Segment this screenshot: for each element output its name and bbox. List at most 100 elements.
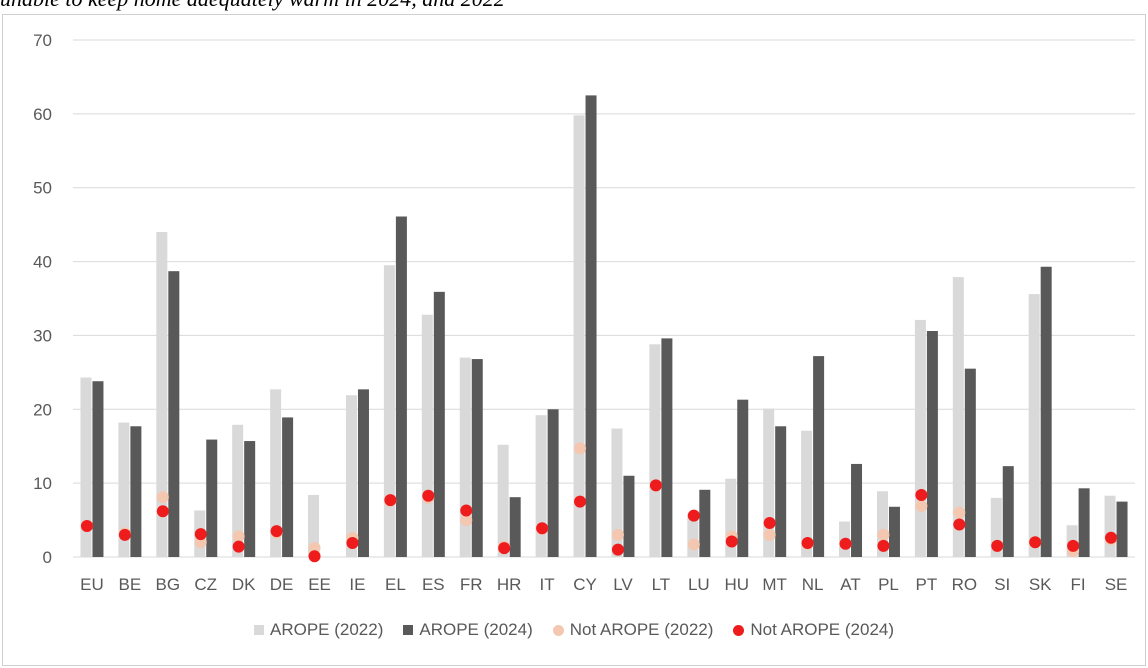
dot-not-arope-2024	[953, 518, 966, 531]
bar-arope-2024	[1002, 466, 1014, 557]
x-tick-label: EL	[385, 575, 406, 594]
x-tick-label: BE	[119, 575, 142, 594]
y-tick-label: 60	[33, 105, 52, 124]
dot-not-arope-2024	[118, 528, 131, 541]
chart-legend: AROPE (2022) AROPE (2024) Not AROPE (2022)…	[0, 620, 1148, 650]
x-tick-label: CZ	[194, 575, 217, 594]
dot-not-arope-2024	[763, 517, 776, 530]
legend-item: Not AROPE (2022)	[552, 620, 714, 640]
bar-arope-2024	[813, 356, 825, 557]
bar-arope-2024	[130, 426, 142, 557]
dot-not-arope-2022	[232, 530, 245, 543]
dot-not-arope-2024	[877, 539, 890, 552]
bar-arope-2022	[801, 430, 813, 557]
dot-not-arope-2024	[194, 528, 207, 541]
x-tick-label: PL	[878, 575, 899, 594]
x-tick-label: NL	[802, 575, 824, 594]
dot-not-arope-2024	[915, 488, 928, 501]
legend-label: Not AROPE (2024)	[750, 620, 895, 639]
bar-arope-2024	[888, 506, 900, 557]
dot-not-arope-2024	[156, 505, 169, 518]
x-tick-label: CY	[573, 575, 597, 594]
dot-not-arope-2024	[384, 494, 397, 507]
bar-arope-2022	[535, 415, 547, 557]
y-tick-label: 30	[33, 326, 52, 345]
x-tick-label: DK	[232, 575, 256, 594]
dot-not-arope-2024	[308, 550, 321, 563]
x-tick-label: DE	[270, 575, 294, 594]
dot-not-arope-2022	[763, 528, 776, 541]
dot-not-arope-2024	[498, 542, 511, 555]
dot-not-arope-2022	[687, 538, 700, 551]
y-tick-label: 20	[33, 400, 52, 419]
dot-not-arope-2022	[953, 506, 966, 519]
legend-item: AROPE (2022)	[253, 620, 384, 640]
bar-arope-2024	[282, 417, 294, 557]
bar-arope-2022	[308, 494, 320, 557]
x-tick-label: EE	[308, 575, 331, 594]
y-tick-label: 70	[33, 31, 52, 50]
x-tick-label: AT	[840, 575, 860, 594]
x-tick-label: HU	[724, 575, 749, 594]
bar-arope-2022	[990, 497, 1002, 557]
bar-arope-2022	[611, 428, 623, 557]
dot-not-arope-2022	[611, 528, 624, 541]
bar-arope-2022	[952, 277, 964, 557]
legend-label: AROPE (2022)	[269, 620, 384, 639]
dot-not-arope-2022	[460, 514, 473, 527]
bar-arope-2024	[92, 381, 104, 557]
bar-arope-2022	[1104, 495, 1116, 557]
dot-not-arope-2024	[991, 539, 1004, 552]
dot-not-arope-2024	[839, 537, 852, 550]
bar-arope-2024	[585, 95, 597, 558]
dot-not-arope-2024	[536, 522, 549, 535]
dot-not-arope-2024	[1029, 536, 1042, 549]
bar-arope-2022	[497, 444, 509, 557]
bar-arope-2022	[270, 389, 282, 557]
bar-arope-2024	[851, 463, 863, 557]
legend-label: Not AROPE (2022)	[569, 620, 714, 639]
bar-arope-2022	[232, 424, 244, 557]
x-tick-label: FI	[1071, 575, 1086, 594]
bar-arope-2024	[1116, 501, 1128, 557]
bar-arope-2022	[687, 514, 699, 557]
bar-arope-2024	[737, 399, 749, 557]
y-tick-label: 40	[33, 253, 52, 272]
bar-arope-2024	[1078, 488, 1090, 557]
bar-arope-2024	[661, 338, 673, 557]
legend-item: Not AROPE (2024)	[733, 620, 894, 640]
x-tick-label: SE	[1105, 575, 1128, 594]
bar-arope-2024	[699, 489, 711, 557]
legend-label: AROPE (2024)	[419, 620, 533, 639]
bar-arope-2022	[421, 314, 433, 557]
bar-arope-2024	[244, 441, 256, 557]
x-tick-label: IE	[349, 575, 365, 594]
dot-not-arope-2024	[611, 543, 624, 556]
bar-arope-2022	[459, 357, 471, 557]
bar-arope-2024	[1040, 266, 1052, 557]
bar-arope-2022	[1028, 294, 1040, 557]
dot-not-arope-2024	[422, 489, 435, 502]
dot-not-arope-2024	[649, 479, 662, 492]
dot-not-arope-2024	[346, 536, 359, 549]
x-tick-label: MT	[762, 575, 787, 594]
x-tick-label: HR	[497, 575, 522, 594]
bar-arope-2024	[395, 216, 407, 558]
bar-arope-2024	[623, 475, 635, 557]
x-tick-label: EU	[80, 575, 104, 594]
bar-arope-2024	[547, 409, 559, 557]
bar-arope-2022	[118, 422, 130, 557]
dot-not-arope-2024	[1105, 531, 1118, 544]
dot-not-arope-2022	[877, 528, 890, 541]
x-tick-label: SI	[994, 575, 1010, 594]
legend-swatch	[552, 624, 564, 636]
x-tick-label: RO	[952, 575, 978, 594]
dot-not-arope-2024	[270, 525, 283, 538]
x-tick-label: LT	[652, 575, 671, 594]
bar-arope-2022	[914, 319, 926, 557]
bar-arope-2022	[649, 344, 661, 557]
x-tick-label: ES	[422, 575, 445, 594]
bar-arope-2024	[775, 426, 787, 557]
bar-arope-2022	[725, 478, 737, 557]
bar-arope-2024	[509, 497, 521, 557]
